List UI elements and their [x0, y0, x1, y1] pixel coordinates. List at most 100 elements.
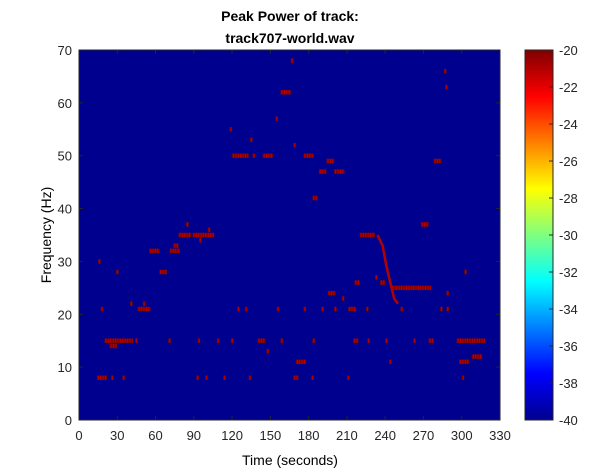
peak-cell-stripe [481, 338, 483, 343]
peak-cell-stripe [347, 375, 349, 380]
peak-cell-stripe [129, 338, 131, 343]
peak-cell-stripe [328, 290, 330, 296]
peak-cell [173, 243, 179, 248]
peak-cell-stripe [203, 232, 204, 238]
peak-cell [303, 153, 314, 158]
peak-cell-stripe [299, 359, 301, 365]
x-tick-label: 240 [374, 428, 396, 443]
peak-cell-stripe [467, 338, 469, 343]
peak-cell-stripe [217, 338, 219, 343]
peak-cell [391, 285, 397, 291]
peak-cell-stripe [131, 301, 132, 306]
peak-cell-stripe [170, 248, 172, 254]
peak-cell-stripe [446, 84, 447, 90]
peak-cell-stripe [212, 232, 214, 238]
peak-cell-stripe [154, 248, 156, 254]
peak-cell-stripe [342, 296, 344, 301]
peak-cell-stripe [115, 343, 117, 349]
chart-title-line-1: Peak Power of track: [221, 8, 359, 24]
x-tick-label: 150 [260, 428, 282, 443]
peak-cell [149, 248, 160, 254]
colorbar-tick-label: -20 [559, 43, 578, 58]
peak-cell-stripe [107, 338, 109, 343]
x-tick-label: 30 [110, 428, 124, 443]
peak-cell-stripe [367, 306, 368, 312]
peak-cell-stripe [479, 338, 481, 343]
peak-cell-stripe [253, 153, 255, 158]
colorbar-tick-label: -30 [559, 228, 578, 243]
peak-cell-stripe [160, 269, 162, 275]
peak-cell [428, 338, 434, 343]
peak-cell-stripe [141, 306, 142, 312]
peak-cell-stripe [261, 338, 262, 343]
peak-cell-stripe [207, 232, 209, 238]
peak-cell-stripe [353, 306, 355, 312]
y-axis-ticks: 0 10 20 30 40 50 60 70 [58, 43, 500, 428]
peak-cell-stripe [186, 232, 188, 238]
peak-cell-stripe [122, 338, 124, 343]
peak-cell-stripe [268, 153, 270, 158]
peak-cell-stripe [327, 158, 329, 164]
peak-cell-stripe [410, 285, 412, 291]
peak-cell-stripe [464, 338, 466, 343]
x-tick-label: 60 [148, 428, 162, 443]
peak-cell-stripe [174, 243, 176, 248]
peak-cell-stripe [181, 232, 183, 238]
peak-cell-stripe [484, 338, 485, 343]
peak-cell-stripe [230, 127, 232, 132]
peak-cell-stripe [101, 306, 103, 312]
peak-cell-stripe [245, 153, 246, 158]
peak-cell-stripe [465, 269, 467, 275]
colorbar-tick-label: -26 [559, 154, 578, 169]
peak-cell-stripe [281, 338, 283, 343]
peak-cell-stripe [184, 232, 186, 238]
peak-cell-stripe [415, 285, 417, 291]
x-tick-label: 210 [336, 428, 358, 443]
peak-cell-stripe [249, 375, 251, 380]
peak-cell-stripe [431, 338, 433, 343]
peak-cell-stripe [198, 338, 200, 343]
peak-cell-stripe [145, 306, 147, 312]
peak-cells [96, 58, 485, 380]
peak-cell-stripe [199, 238, 201, 243]
peak-cell-stripe [296, 375, 298, 380]
y-tick-label: 70 [58, 43, 72, 58]
peak-cell-stripe [247, 153, 249, 158]
y-tick-label: 20 [58, 307, 72, 322]
peak-cell-stripe [197, 375, 199, 380]
x-axis-ticks: 0 30 60 90 120 150 180 210 240 270 300 330 [75, 50, 511, 443]
peak-cell-stripe [331, 290, 332, 296]
colorbar-ticks: -20 -22 -24 -26 -28 -30 -32 -34 -36 -38 -40 [549, 43, 578, 428]
peak-cell-stripe [355, 280, 357, 285]
peak-cell-stripe [329, 158, 331, 164]
peak-cell-stripe [322, 306, 324, 312]
peak-cell-stripe [421, 222, 423, 227]
x-tick-label: 120 [221, 428, 243, 443]
peak-cell-stripe [237, 153, 239, 158]
peak-cell-stripe [277, 306, 279, 312]
peak-cell-stripe [472, 338, 473, 343]
peak-cell-stripe [193, 232, 195, 238]
peak-cell-stripe [165, 269, 166, 275]
peak-cell-stripe [426, 222, 428, 227]
peak-cell-stripe [148, 306, 150, 312]
peak-cell-stripe [179, 232, 181, 238]
peak-cell-stripe [286, 90, 288, 95]
peak-cell [96, 375, 108, 380]
peak-cell-stripe [351, 306, 353, 312]
peak-cell-stripe [189, 232, 190, 238]
y-tick-label: 30 [58, 254, 72, 269]
peak-cell-stripe [177, 248, 179, 254]
peak-cell-stripe [296, 359, 298, 365]
y-axis-label: Frequency (Hz) [38, 187, 54, 283]
peak-cell-stripe [472, 354, 474, 359]
peak-cell-stripe [403, 285, 405, 291]
peak-cell-stripe [143, 301, 145, 306]
peak-cell-stripe [319, 169, 321, 174]
peak-cell-stripe [464, 359, 466, 365]
peak-cell-stripe [429, 285, 431, 291]
colorbar-tick-label: -38 [559, 376, 578, 391]
peak-cell [280, 90, 291, 95]
peak-cell-stripe [370, 232, 372, 238]
